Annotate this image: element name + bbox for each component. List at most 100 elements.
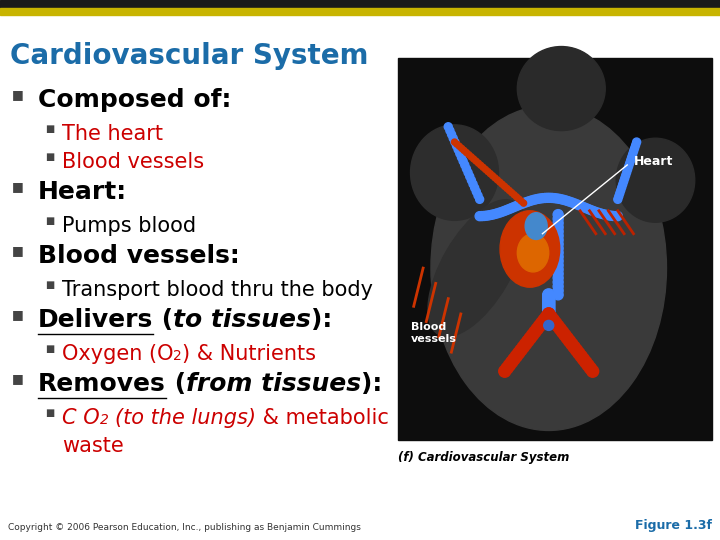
Text: Copyright © 2006 Pearson Education, Inc., publishing as Benjamin Cummings: Copyright © 2006 Pearson Education, Inc.… [8,523,361,532]
Circle shape [449,134,457,142]
Circle shape [444,123,452,131]
Circle shape [454,146,462,154]
Text: ■: ■ [12,372,24,385]
Circle shape [557,195,566,204]
Circle shape [543,289,554,301]
Circle shape [464,150,469,156]
Text: Pumps blood: Pumps blood [62,216,196,236]
Circle shape [553,244,563,253]
Text: Blood vessels:: Blood vessels: [38,244,240,268]
Circle shape [452,142,461,150]
Circle shape [534,320,546,332]
Ellipse shape [517,46,606,131]
Circle shape [522,335,534,347]
Text: 2: 2 [99,413,109,427]
Circle shape [557,326,569,338]
Text: ■: ■ [45,124,54,134]
Circle shape [474,192,482,199]
Circle shape [456,150,464,158]
Circle shape [515,344,527,356]
Circle shape [564,335,575,347]
Circle shape [541,311,552,323]
Circle shape [466,152,472,158]
Circle shape [510,350,522,362]
Circle shape [501,206,510,215]
Text: Cardiovascular System: Cardiovascular System [10,42,369,70]
Circle shape [595,208,603,218]
Text: from tissues: from tissues [186,372,361,396]
Circle shape [538,314,550,326]
Circle shape [543,296,554,308]
Circle shape [451,138,459,146]
Text: ):: ): [361,372,382,396]
Circle shape [573,347,585,359]
Circle shape [446,126,454,134]
Circle shape [524,332,536,344]
Circle shape [456,143,462,149]
Circle shape [577,353,590,365]
Circle shape [629,150,636,158]
Text: to tissues: to tissues [174,308,311,332]
Circle shape [543,293,554,305]
Circle shape [599,210,608,219]
Circle shape [625,162,633,170]
Circle shape [520,199,528,207]
Circle shape [472,188,480,195]
Circle shape [516,196,522,202]
Circle shape [543,308,554,320]
Circle shape [559,329,571,341]
Bar [0,0,720,8]
Circle shape [550,194,559,202]
Circle shape [582,359,594,371]
Text: ■: ■ [45,152,54,162]
Circle shape [564,197,573,206]
Text: ■: ■ [12,308,24,321]
Circle shape [585,205,594,214]
Circle shape [553,256,563,266]
Circle shape [534,194,543,204]
Circle shape [624,165,631,173]
Circle shape [503,359,516,371]
Circle shape [531,323,543,335]
Circle shape [553,252,563,262]
Circle shape [496,208,505,217]
Circle shape [497,179,503,185]
Circle shape [580,356,592,368]
Circle shape [553,286,563,295]
Circle shape [553,265,563,274]
Circle shape [590,207,599,216]
Circle shape [469,180,477,188]
Circle shape [544,320,554,330]
Circle shape [476,195,484,204]
Circle shape [553,214,563,224]
Circle shape [562,196,571,205]
Text: ■: ■ [45,344,54,354]
Text: ■: ■ [12,88,24,101]
Circle shape [480,212,489,220]
Circle shape [568,341,580,353]
Text: Heart: Heart [634,154,673,167]
Circle shape [618,180,626,188]
Circle shape [487,211,496,219]
Circle shape [513,194,519,200]
Circle shape [587,365,599,377]
Circle shape [468,154,474,160]
Circle shape [617,186,625,194]
Circle shape [552,194,562,203]
Circle shape [553,277,563,287]
Circle shape [543,305,554,317]
Circle shape [597,209,606,218]
Text: ):: ): [311,308,333,332]
Text: The heart: The heart [62,124,163,144]
Circle shape [545,193,554,202]
Circle shape [461,147,467,153]
Circle shape [552,320,564,332]
Circle shape [543,307,554,319]
Circle shape [492,175,498,181]
Circle shape [621,174,629,182]
Circle shape [623,168,631,176]
Circle shape [543,302,554,314]
Circle shape [620,177,628,185]
Text: Figure 1.3f: Figure 1.3f [635,519,712,532]
Circle shape [553,226,563,237]
